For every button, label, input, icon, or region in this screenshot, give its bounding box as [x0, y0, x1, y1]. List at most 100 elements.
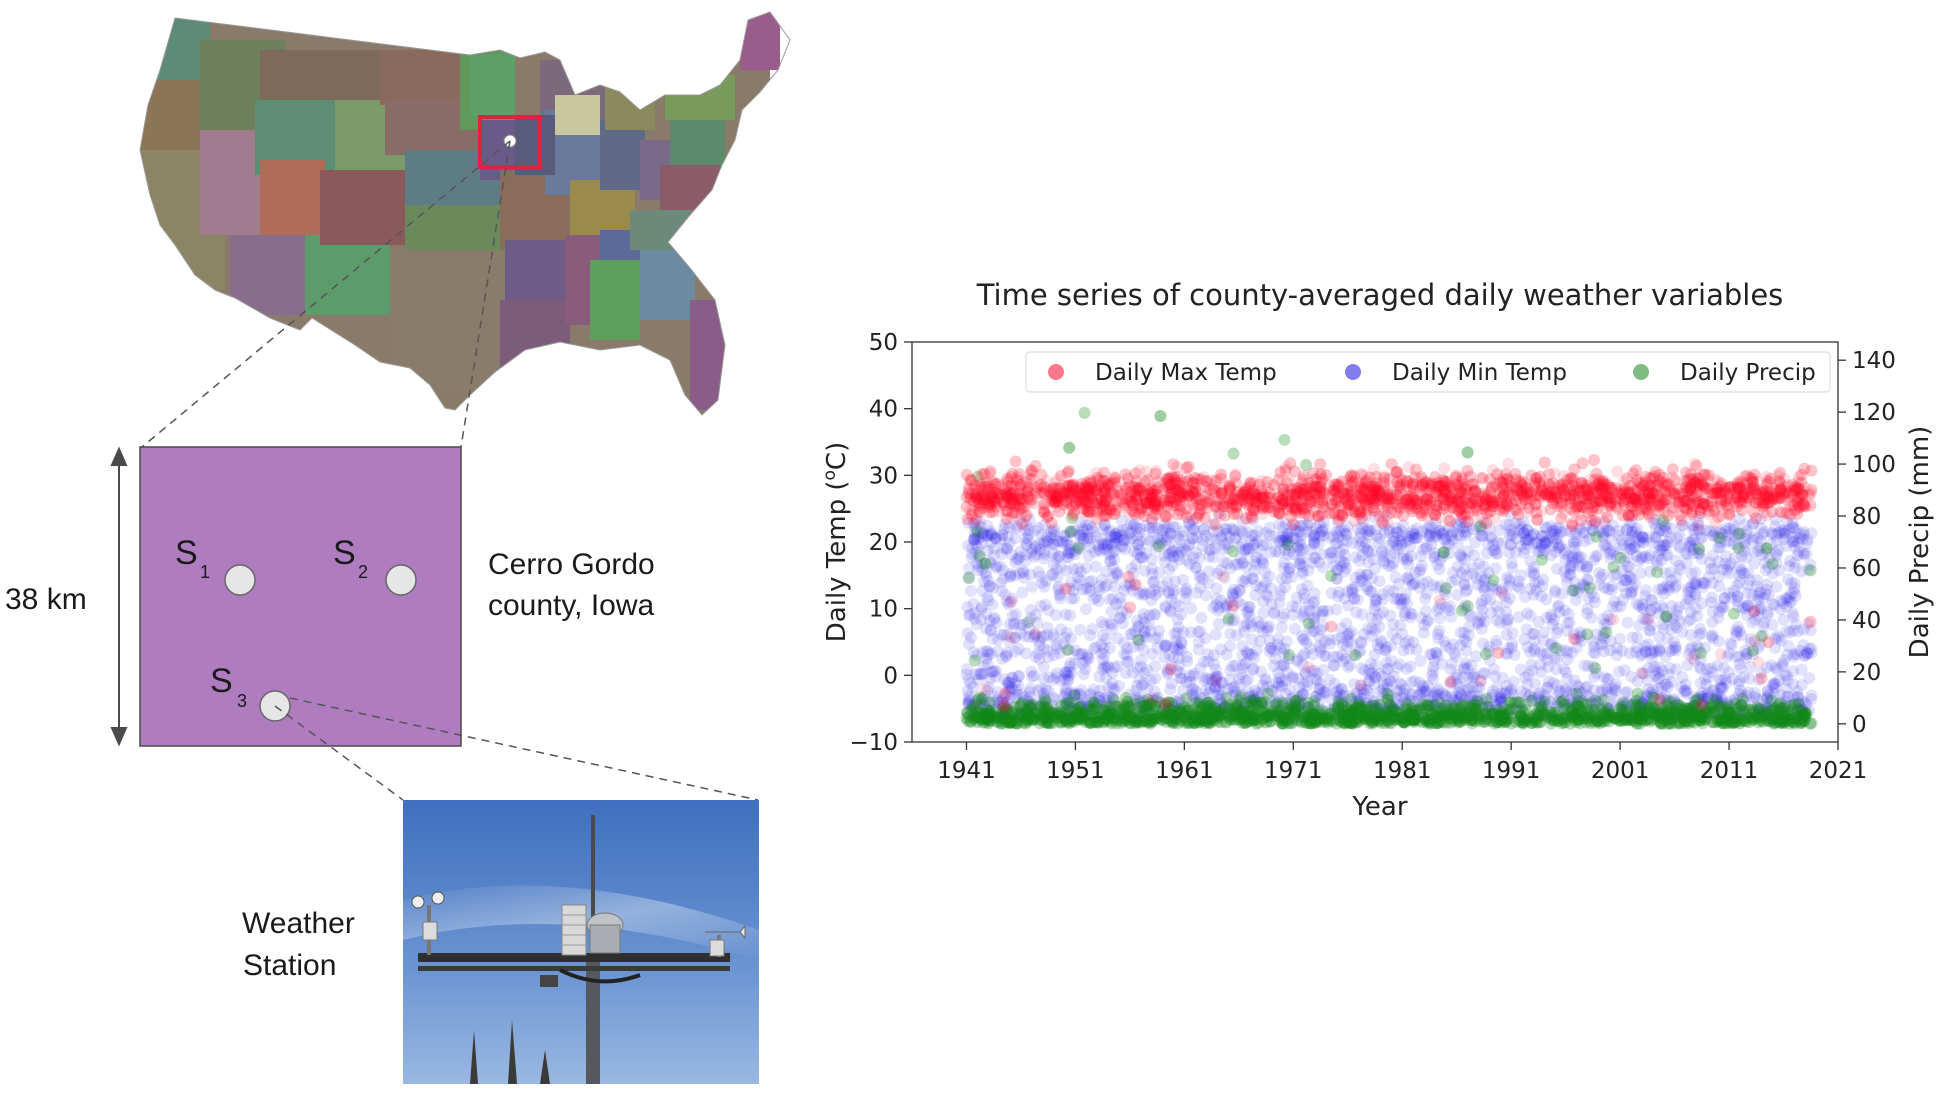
- point-min-temp: [1706, 629, 1719, 642]
- point-min-temp: [1420, 685, 1433, 698]
- point-min-temp: [1050, 552, 1063, 564]
- point-min-temp: [1051, 534, 1064, 547]
- point-min-temp: [1436, 527, 1449, 540]
- point-min-temp: [1259, 672, 1272, 685]
- point-min-temp: [1052, 549, 1065, 562]
- point-min-temp: [1535, 538, 1548, 551]
- point-min-temp: [1038, 537, 1051, 550]
- point-min-temp: [1519, 543, 1532, 555]
- point-min-temp: [1077, 668, 1090, 681]
- point-min-temp: [1443, 604, 1456, 617]
- point-min-temp: [1798, 649, 1811, 662]
- point-min-temp: [1664, 566, 1677, 579]
- point-min-temp: [1196, 573, 1209, 585]
- point-min-temp: [1331, 590, 1344, 603]
- point-min-temp: [1724, 637, 1737, 650]
- point-min-temp: [996, 652, 1009, 665]
- point-min-temp: [1313, 630, 1325, 643]
- point-min-temp: [1096, 703, 1109, 716]
- point-min-temp: [1369, 659, 1382, 672]
- point-min-temp: [1199, 589, 1212, 602]
- point-min-temp: [1465, 694, 1478, 707]
- point-min-temp: [1450, 573, 1463, 586]
- point-min-temp: [1399, 606, 1411, 619]
- point-min-temp: [1195, 611, 1208, 624]
- point-min-temp: [1490, 614, 1503, 627]
- point-min-temp: [1219, 699, 1232, 712]
- point-min-temp: [1140, 533, 1153, 546]
- point-min-temp: [1631, 631, 1644, 644]
- point-min-temp: [968, 516, 981, 529]
- point-min-temp: [1773, 632, 1786, 644]
- point-min-temp: [1083, 575, 1095, 588]
- point-min-temp: [1050, 639, 1063, 652]
- point-min-temp: [1242, 673, 1255, 686]
- point-min-temp: [1076, 696, 1089, 709]
- point-min-temp: [1346, 586, 1359, 599]
- point-min-temp: [1104, 524, 1117, 537]
- point-min-temp: [1707, 562, 1720, 575]
- point-min-temp: [1404, 611, 1417, 624]
- point-min-temp: [1012, 679, 1025, 692]
- point-min-temp: [1219, 701, 1232, 714]
- point-min-temp: [1588, 591, 1601, 604]
- point-min-temp: [1653, 661, 1666, 674]
- point-min-temp: [1506, 627, 1519, 640]
- point-min-temp: [1721, 528, 1734, 541]
- point-min-temp: [1306, 556, 1319, 569]
- point-min-temp: [1775, 634, 1788, 647]
- point-min-temp: [1100, 565, 1113, 578]
- point-min-temp: [964, 608, 977, 621]
- point-min-temp: [1585, 611, 1598, 624]
- zoom-line-photo-right: [289, 697, 759, 801]
- point-min-temp: [1774, 603, 1787, 616]
- point-min-temp: [1791, 685, 1804, 698]
- point-min-temp: [1640, 689, 1653, 702]
- point-min-temp: [1314, 678, 1327, 691]
- point-min-temp: [1313, 517, 1326, 530]
- point-min-temp: [1376, 593, 1389, 606]
- point-min-temp: [1355, 662, 1368, 675]
- point-min-temp: [1754, 512, 1767, 525]
- point-min-temp: [1707, 684, 1720, 697]
- point-min-temp: [1507, 688, 1520, 701]
- point-min-temp: [1289, 699, 1302, 712]
- point-min-temp: [1662, 680, 1675, 693]
- point-min-temp: [1396, 597, 1409, 610]
- point-min-temp: [1059, 631, 1071, 644]
- point-min-temp: [1356, 549, 1369, 562]
- point-min-temp: [1197, 523, 1210, 536]
- point-min-temp: [1251, 535, 1264, 548]
- point-min-temp: [1318, 649, 1331, 662]
- point-min-temp: [1061, 539, 1074, 552]
- point-min-temp: [1489, 562, 1502, 575]
- point-min-temp: [1639, 640, 1651, 652]
- point-min-temp: [1684, 536, 1697, 549]
- point-min-temp: [1621, 616, 1634, 629]
- point-min-temp: [1229, 659, 1242, 672]
- point-min-temp: [1308, 587, 1321, 600]
- point-min-temp: [1600, 682, 1613, 695]
- point-min-temp: [960, 668, 973, 681]
- point-min-temp: [1667, 635, 1680, 648]
- point-min-temp: [1111, 569, 1124, 582]
- point-min-temp: [1159, 641, 1172, 654]
- point-min-temp: [1293, 553, 1306, 566]
- point-min-temp: [1045, 569, 1058, 582]
- point-min-temp: [1538, 708, 1551, 721]
- point-min-temp: [992, 696, 1005, 709]
- point-min-temp: [1042, 651, 1055, 664]
- point-min-temp: [1549, 546, 1562, 559]
- point-min-temp: [1514, 518, 1527, 531]
- point-min-temp: [1765, 538, 1778, 551]
- point-min-temp: [1076, 647, 1089, 660]
- point-min-temp: [961, 627, 974, 639]
- point-min-temp: [1224, 639, 1236, 652]
- point-min-temp: [1478, 574, 1491, 587]
- point-min-temp: [1452, 520, 1465, 532]
- point-min-temp: [1504, 538, 1517, 551]
- point-min-temp: [1124, 526, 1137, 539]
- point-min-temp: [1639, 645, 1652, 658]
- point-min-temp: [1037, 688, 1050, 700]
- point-min-temp: [962, 539, 974, 552]
